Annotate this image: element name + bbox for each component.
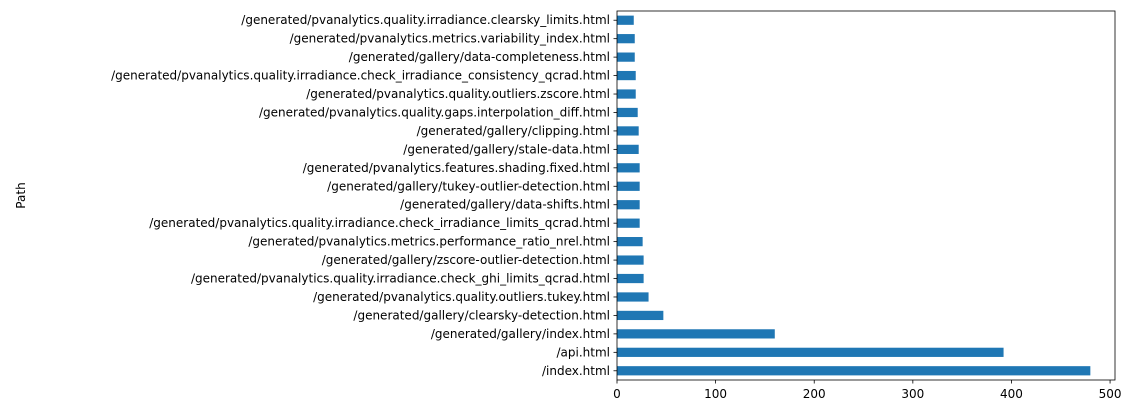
y-tick-label: /generated/gallery/tukey-outlier-detecti… (327, 179, 610, 193)
y-tick-label: /generated/gallery/clipping.html (417, 124, 610, 138)
y-tick-label: /generated/pvanalytics.quality.irradianc… (241, 13, 610, 27)
y-tick-label: /generated/pvanalytics.quality.irradianc… (111, 69, 610, 83)
bar (617, 15, 634, 25)
y-tick-label: /index.html (542, 364, 610, 378)
bar (617, 255, 644, 265)
bar (617, 218, 640, 228)
y-tick-label: /generated/gallery/clearsky-detection.ht… (353, 308, 610, 322)
y-tick-label: /generated/pvanalytics.quality.outliers.… (306, 87, 610, 101)
y-axis-label: Path (14, 182, 28, 208)
x-tick-label: 300 (901, 387, 924, 401)
y-tick-label: /generated/pvanalytics.metrics.performan… (248, 235, 610, 249)
y-tick-label: /generated/pvanalytics.quality.outliers.… (313, 290, 610, 304)
bar (617, 310, 664, 321)
y-tick-label: /generated/pvanalytics.features.shading.… (303, 161, 610, 175)
x-tick-label: 500 (1099, 387, 1122, 401)
bar (617, 89, 636, 99)
bar (617, 34, 635, 44)
y-tick-label: /generated/pvanalytics.quality.irradianc… (191, 272, 610, 286)
bar (617, 163, 640, 173)
plot-frame (616, 10, 1116, 381)
y-tick-label: /generated/gallery/stale-data.html (403, 142, 610, 156)
bar (617, 107, 638, 118)
y-tick-label: /generated/gallery/zscore-outlier-detect… (322, 253, 610, 267)
bar (617, 329, 775, 339)
y-tick-label: /generated/gallery/index.html (431, 327, 610, 341)
y-tick-label: /generated/pvanalytics.quality.irradianc… (149, 216, 610, 230)
bar (617, 366, 1091, 376)
x-tick-label: 0 (613, 387, 621, 401)
bars (617, 15, 1091, 376)
bar (617, 144, 639, 154)
bar (617, 200, 640, 210)
y-tick-label: /generated/pvanalytics.metrics.variabili… (290, 32, 610, 46)
x-tick-label: 200 (803, 387, 826, 401)
bar (617, 347, 1004, 357)
bar (617, 237, 643, 247)
y-axis-ticks: /index.html/api.html/generated/gallery/i… (111, 13, 617, 378)
y-tick-label: /generated/gallery/data-completeness.htm… (349, 50, 610, 64)
x-axis-ticks: 0 100 200 300 400 500 (613, 380, 1122, 401)
y-tick-label: /generated/pvanalytics.quality.gaps.inte… (259, 105, 610, 119)
bar (617, 181, 640, 191)
x-tick-label: 400 (1000, 387, 1023, 401)
y-tick-label: /api.html (557, 345, 611, 359)
y-tick-label: /generated/gallery/data-shifts.html (400, 198, 610, 212)
bar (617, 70, 636, 81)
bar (617, 273, 644, 284)
bar (617, 52, 635, 62)
bar (617, 126, 639, 136)
x-tick-label: 100 (704, 387, 727, 401)
bar (617, 292, 649, 302)
